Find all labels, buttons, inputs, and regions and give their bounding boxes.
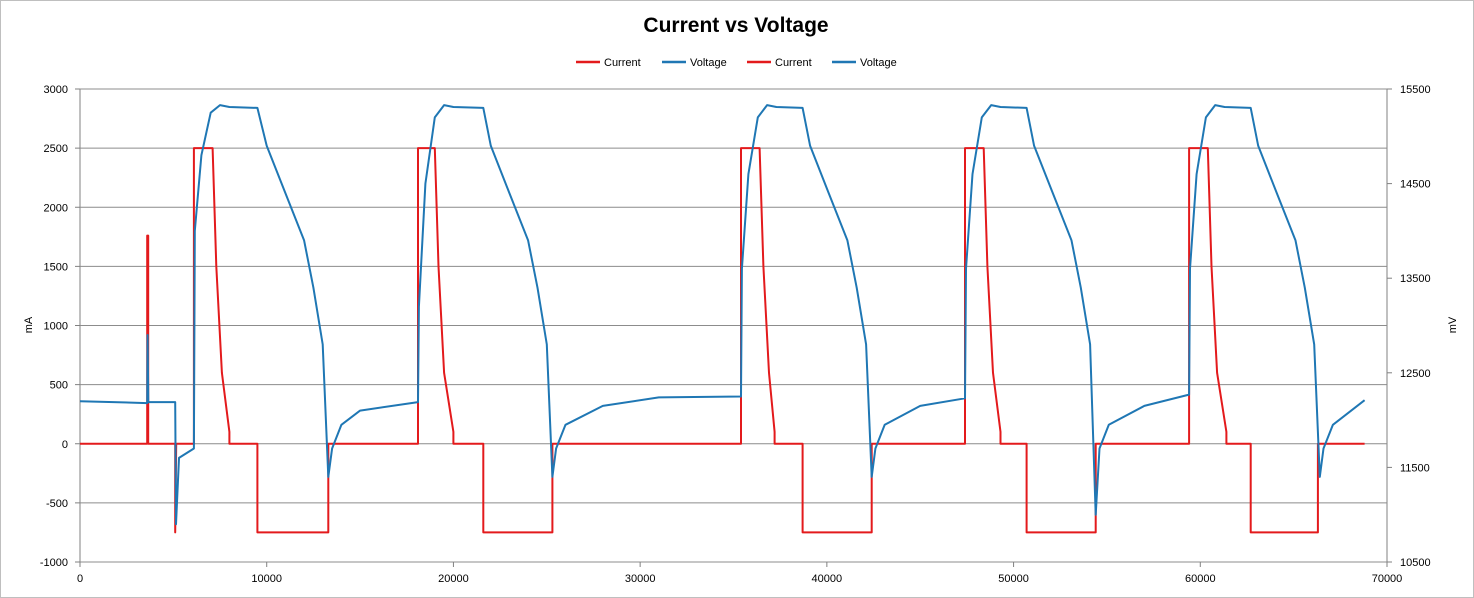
y-axis-left: -1000 -500 0 500 1000 1500 2000 2500 3000 [40,84,80,569]
y-axis-right: 10500 11500 12500 13500 14500 15500 [1387,84,1431,569]
y-tick-label-6: 2000 [44,202,68,214]
y2-tick-label-5: 15500 [1400,84,1431,96]
y-tick-label-8: 3000 [44,84,68,96]
y-tick-label-4: 1000 [44,321,68,333]
y-tick-label-7: 2500 [44,143,68,155]
legend: Current Voltage Current Voltage [576,57,897,69]
y-axis-title: mA [23,316,35,333]
y2-tick-label-2: 12500 [1400,368,1431,380]
y2-tick-label-0: 10500 [1400,557,1431,569]
legend-label-voltage-1: Voltage [690,57,727,69]
x-tick-label-2: 20000 [438,573,469,585]
x-tick-label-5: 50000 [998,573,1029,585]
y2-tick-label-1: 11500 [1400,462,1430,474]
y-tick-label-5: 1500 [44,261,68,273]
y-tick-label-3: 500 [50,380,68,392]
x-tick-label-3: 30000 [625,573,656,585]
legend-label-current-1: Current [604,57,641,69]
series-layer [79,104,1366,534]
x-tick-label-1: 10000 [251,573,282,585]
y2-tick-label-4: 14500 [1400,179,1431,191]
y-tick-label-0: -1000 [40,557,68,569]
x-tick-label-7: 70000 [1372,573,1403,585]
legend-label-current-2: Current [775,57,812,69]
y2-axis-title: mV [1447,316,1459,333]
y-tick-label-1: -500 [46,498,68,510]
series-line-current [80,147,1365,534]
y2-tick-label-3: 13500 [1400,273,1431,285]
chart-title: Current vs Voltage [643,14,828,37]
x-tick-label-6: 60000 [1185,573,1216,585]
series-line-voltage [79,104,1366,526]
legend-label-voltage-2: Voltage [860,57,897,69]
y-tick-label-2: 0 [62,439,68,451]
x-axis: 0 10000 20000 30000 40000 50000 60000 70000 [77,562,1402,585]
gridlines [80,88,1387,563]
x-tick-label-0: 0 [77,573,83,585]
x-tick-label-4: 40000 [812,573,843,585]
